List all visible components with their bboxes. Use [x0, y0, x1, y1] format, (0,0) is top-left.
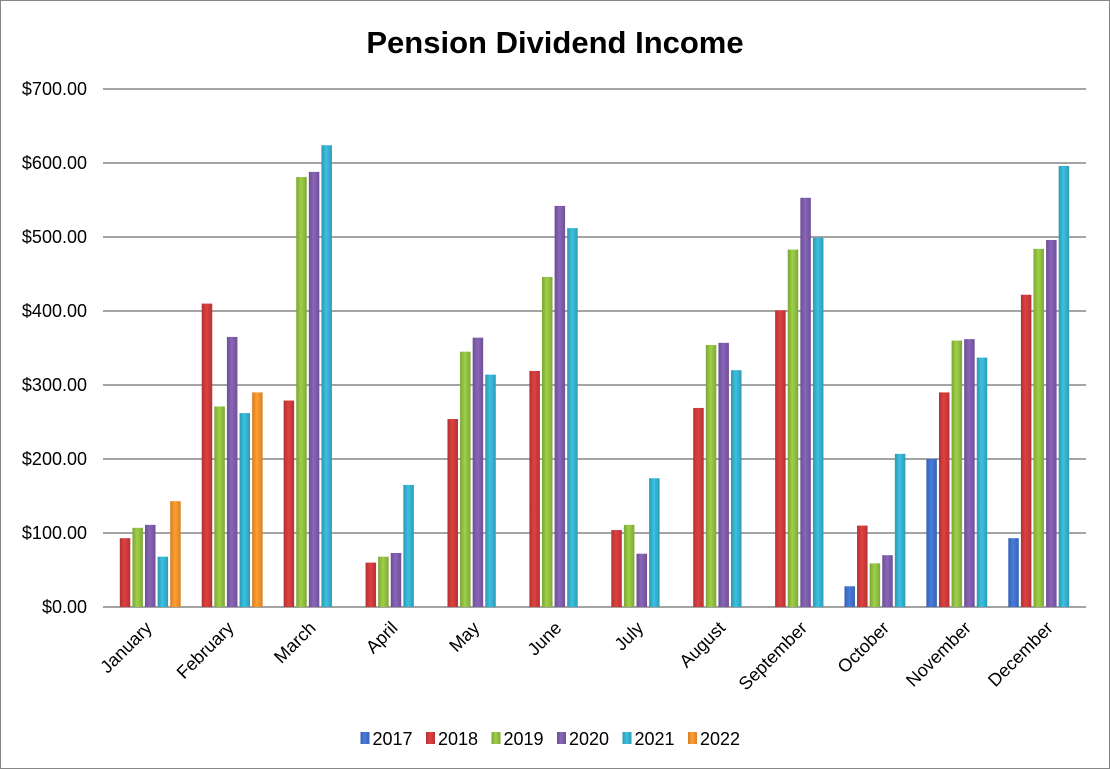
bars: [119, 145, 1070, 608]
x-tick-label: December: [984, 618, 1057, 691]
bar-2021-september: [812, 237, 824, 608]
bar-2019-february: [214, 406, 225, 607]
bar-2018-march: [283, 400, 295, 607]
bar-2018-november: [938, 392, 950, 607]
bar-2018-april: [365, 562, 377, 607]
bar-2021-may: [485, 374, 496, 607]
bar-2019-november: [951, 340, 963, 607]
y-axis-ticks: $0.00 $100.00 $200.00 $300.00 $400.00 $500.00…: [22, 79, 87, 617]
y-tick-label: $600.00: [22, 153, 87, 173]
y-tick-label: $0.00: [42, 597, 87, 617]
legend-swatch-2020: [557, 732, 566, 744]
legend: 2017 2018 2019 2020 2021 2022: [360, 729, 740, 749]
x-tick-label: January: [96, 618, 155, 677]
bar-2017-october: [844, 586, 855, 607]
bar-2020-january: [145, 524, 156, 607]
bar-2021-march: [321, 145, 332, 608]
x-tick-label: March: [270, 618, 320, 668]
bar-2019-december: [1033, 248, 1044, 607]
legend-label-2018: 2018: [438, 729, 478, 749]
legend-label-2019: 2019: [504, 729, 544, 749]
y-tick-label: $100.00: [22, 523, 87, 543]
bar-2020-july: [636, 553, 648, 607]
x-tick-label: February: [173, 618, 238, 683]
bar-2021-january: [157, 556, 169, 607]
bar-2018-august: [693, 407, 704, 607]
bar-2020-september: [800, 197, 811, 607]
x-tick-label: October: [834, 618, 893, 677]
bar-2021-april: [403, 484, 414, 607]
legend-label-2020: 2020: [569, 729, 609, 749]
bar-2017-december: [1008, 538, 1019, 607]
bar-2020-october: [882, 555, 893, 607]
chart-title: Pension Dividend Income: [366, 25, 743, 60]
bar-2021-august: [731, 370, 742, 607]
legend-label-2017: 2017: [373, 729, 413, 749]
x-axis-ticks: January February March April May June July Augu…: [96, 618, 1057, 694]
bar-2021-november: [976, 357, 988, 607]
y-tick-label: $700.00: [22, 79, 87, 99]
bar-2021-july: [649, 478, 660, 607]
x-tick-label: April: [362, 618, 402, 658]
bar-2018-july: [611, 530, 622, 607]
bar-2019-july: [623, 524, 635, 607]
x-tick-label: May: [445, 618, 483, 656]
bar-2020-march: [308, 171, 320, 607]
bar-2019-october: [869, 563, 881, 607]
legend-swatch-2021: [622, 732, 632, 744]
bar-2020-may: [472, 337, 484, 607]
y-tick-label: $400.00: [22, 301, 87, 321]
legend-swatch-2017: [360, 732, 370, 744]
bar-2021-october: [894, 453, 906, 607]
bar-2018-september: [775, 310, 786, 607]
x-tick-label: November: [902, 618, 975, 691]
legend-swatch-2018: [426, 732, 435, 744]
gridlines: [103, 88, 1086, 608]
bar-2021-february: [239, 413, 251, 607]
legend-swatch-2019: [491, 732, 501, 744]
bar-2017-november: [926, 459, 937, 607]
y-tick-label: $300.00: [22, 375, 87, 395]
y-tick-label: $500.00: [22, 227, 87, 247]
bar-2018-february: [201, 303, 213, 607]
bar-2020-april: [390, 552, 402, 607]
bar-2018-june: [529, 370, 540, 607]
x-tick-label: September: [735, 618, 811, 694]
bar-2020-february: [226, 336, 238, 607]
x-tick-label: August: [675, 618, 729, 672]
bar-2019-january: [132, 527, 143, 607]
bar-2020-june: [554, 205, 566, 608]
bar-2019-september: [787, 249, 799, 607]
x-tick-label: July: [611, 618, 648, 655]
bar-2018-january: [119, 538, 131, 607]
bar-2021-june: [567, 228, 578, 607]
bar-2021-december: [1058, 165, 1070, 607]
bar-2022-january: [170, 501, 181, 607]
legend-swatch-2022: [688, 732, 697, 744]
bar-2019-june: [541, 276, 553, 607]
bar-2019-may: [460, 351, 471, 607]
bar-2022-february: [252, 392, 263, 607]
y-tick-label: $200.00: [22, 449, 87, 469]
bar-2019-april: [378, 556, 389, 607]
x-tick-label: June: [524, 618, 566, 660]
bar-2019-august: [705, 345, 717, 607]
legend-label-2022: 2022: [700, 729, 740, 749]
bar-2018-october: [857, 525, 868, 607]
bar-2020-november: [964, 339, 975, 607]
bar-2018-may: [447, 419, 458, 607]
bar-2020-august: [718, 342, 729, 607]
legend-label-2021: 2021: [635, 729, 675, 749]
bar-2020-december: [1046, 239, 1057, 607]
bar-2018-december: [1020, 294, 1032, 607]
bar-2019-march: [296, 177, 307, 607]
